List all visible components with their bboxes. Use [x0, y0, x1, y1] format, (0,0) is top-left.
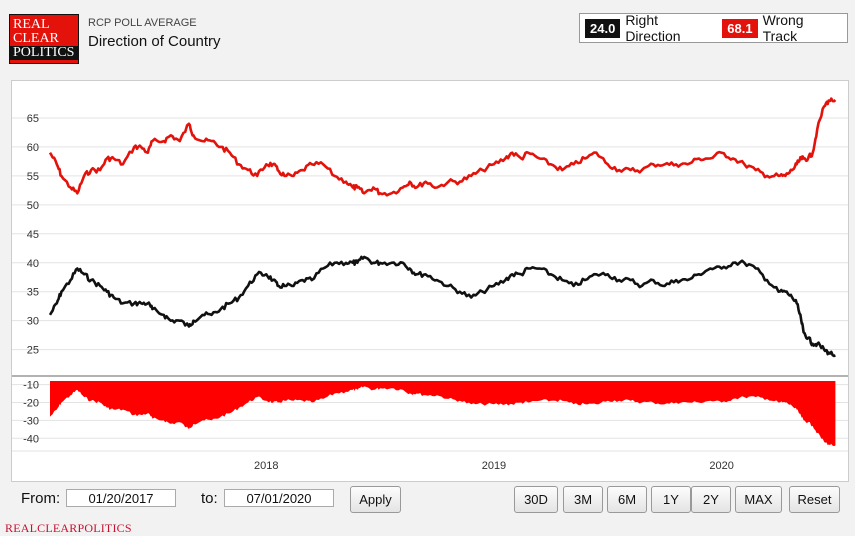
wrong-track-value: 68.1 [722, 18, 758, 38]
x-tick-label-2019: 2019 [482, 460, 506, 472]
range-1y-button[interactable]: 1Y [651, 486, 691, 513]
right-direction-line[interactable] [48, 255, 836, 358]
upper-y-tick-label: 50 [27, 200, 39, 212]
upper-y-tick-label: 65 [27, 113, 39, 125]
header: REAL CLEAR POLITICS RCP POLL AVERAGE Dir… [0, 0, 855, 78]
range-6m-button[interactable]: 6M [607, 486, 647, 513]
range-controls: From: to: Apply 30D 3M 6M 1Y 2Y MAX Rese… [0, 484, 855, 516]
logo-line-2: CLEAR [13, 31, 59, 46]
chart-title: Direction of Country [88, 33, 221, 50]
right-direction-value: 24.0 [585, 18, 621, 38]
logo-line-3: POLITICS [10, 46, 79, 60]
upper-y-tick-label: 25 [27, 345, 39, 357]
lower-y-tick-label: -40 [23, 433, 39, 445]
range-2y-button[interactable]: 2Y [691, 486, 731, 513]
reset-button[interactable]: Reset [789, 486, 840, 513]
to-label: to: [201, 490, 218, 507]
lower-y-tick-label: -30 [23, 415, 39, 427]
upper-y-tick-label: 35 [27, 287, 39, 299]
from-label: From: [21, 490, 61, 507]
x-tick-label-2018: 2018 [254, 460, 278, 472]
chart-kicker: RCP POLL AVERAGE [88, 17, 197, 29]
spread-area[interactable] [50, 381, 836, 446]
range-30d-button[interactable]: 30D [514, 486, 558, 513]
legend: 24.0 Right Direction 68.1 Wrong Track [579, 12, 848, 44]
lower-y-tick-label: -10 [23, 380, 39, 392]
chart-svg[interactable]: 25 30 35 40 45 50 55 60 65 -10 -20 -30 -40 2018 2019 20… [12, 81, 848, 481]
range-max-button[interactable]: MAX [735, 486, 782, 513]
apply-button[interactable]: Apply [350, 486, 401, 513]
footer-brand[interactable]: REALCLEARPOLITICS [5, 521, 132, 535]
upper-y-tick-label: 30 [27, 316, 39, 328]
upper-y-tick-label: 60 [27, 142, 39, 154]
upper-y-tick-label: 45 [27, 229, 39, 241]
rcp-logo[interactable]: REAL CLEAR POLITICS [9, 14, 79, 64]
chart-area[interactable]: 25 30 35 40 45 50 55 60 65 -10 -20 -30 -40 2018 2019 20… [11, 80, 849, 482]
x-tick-label-2020: 2020 [709, 460, 733, 472]
from-date-input[interactable] [66, 489, 176, 507]
range-3m-button[interactable]: 3M [563, 486, 603, 513]
logo-line-1: REAL [13, 17, 50, 32]
lower-y-tick-label: -20 [23, 397, 39, 409]
to-date-input[interactable] [224, 489, 334, 507]
upper-y-tick-label: 55 [27, 171, 39, 183]
wrong-track-line[interactable] [48, 97, 837, 197]
wrong-track-label[interactable]: Wrong Track [762, 12, 804, 44]
right-direction-label[interactable]: Right Direction [625, 12, 681, 44]
upper-y-tick-label: 40 [27, 258, 39, 270]
